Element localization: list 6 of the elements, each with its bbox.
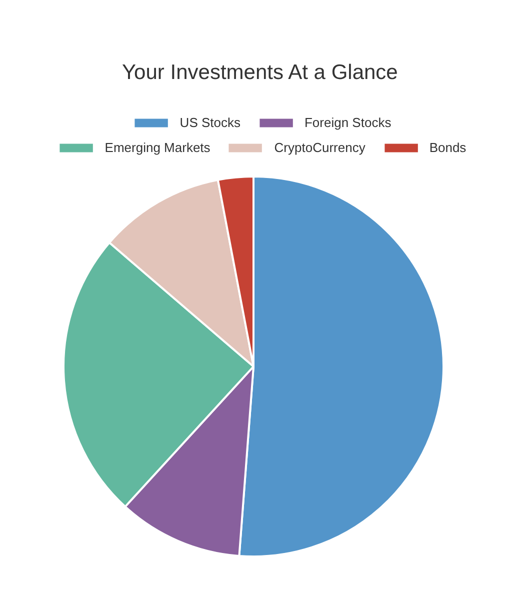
legend-label: US Stocks	[180, 115, 240, 130]
legend-label: Foreign Stocks	[304, 115, 392, 130]
legend-label: CryptoCurrency	[274, 140, 366, 155]
chart-title: Your Investments At a Glance	[122, 61, 398, 84]
legend-label: Bonds	[429, 140, 466, 155]
legend-label: Emerging Markets	[104, 140, 210, 155]
